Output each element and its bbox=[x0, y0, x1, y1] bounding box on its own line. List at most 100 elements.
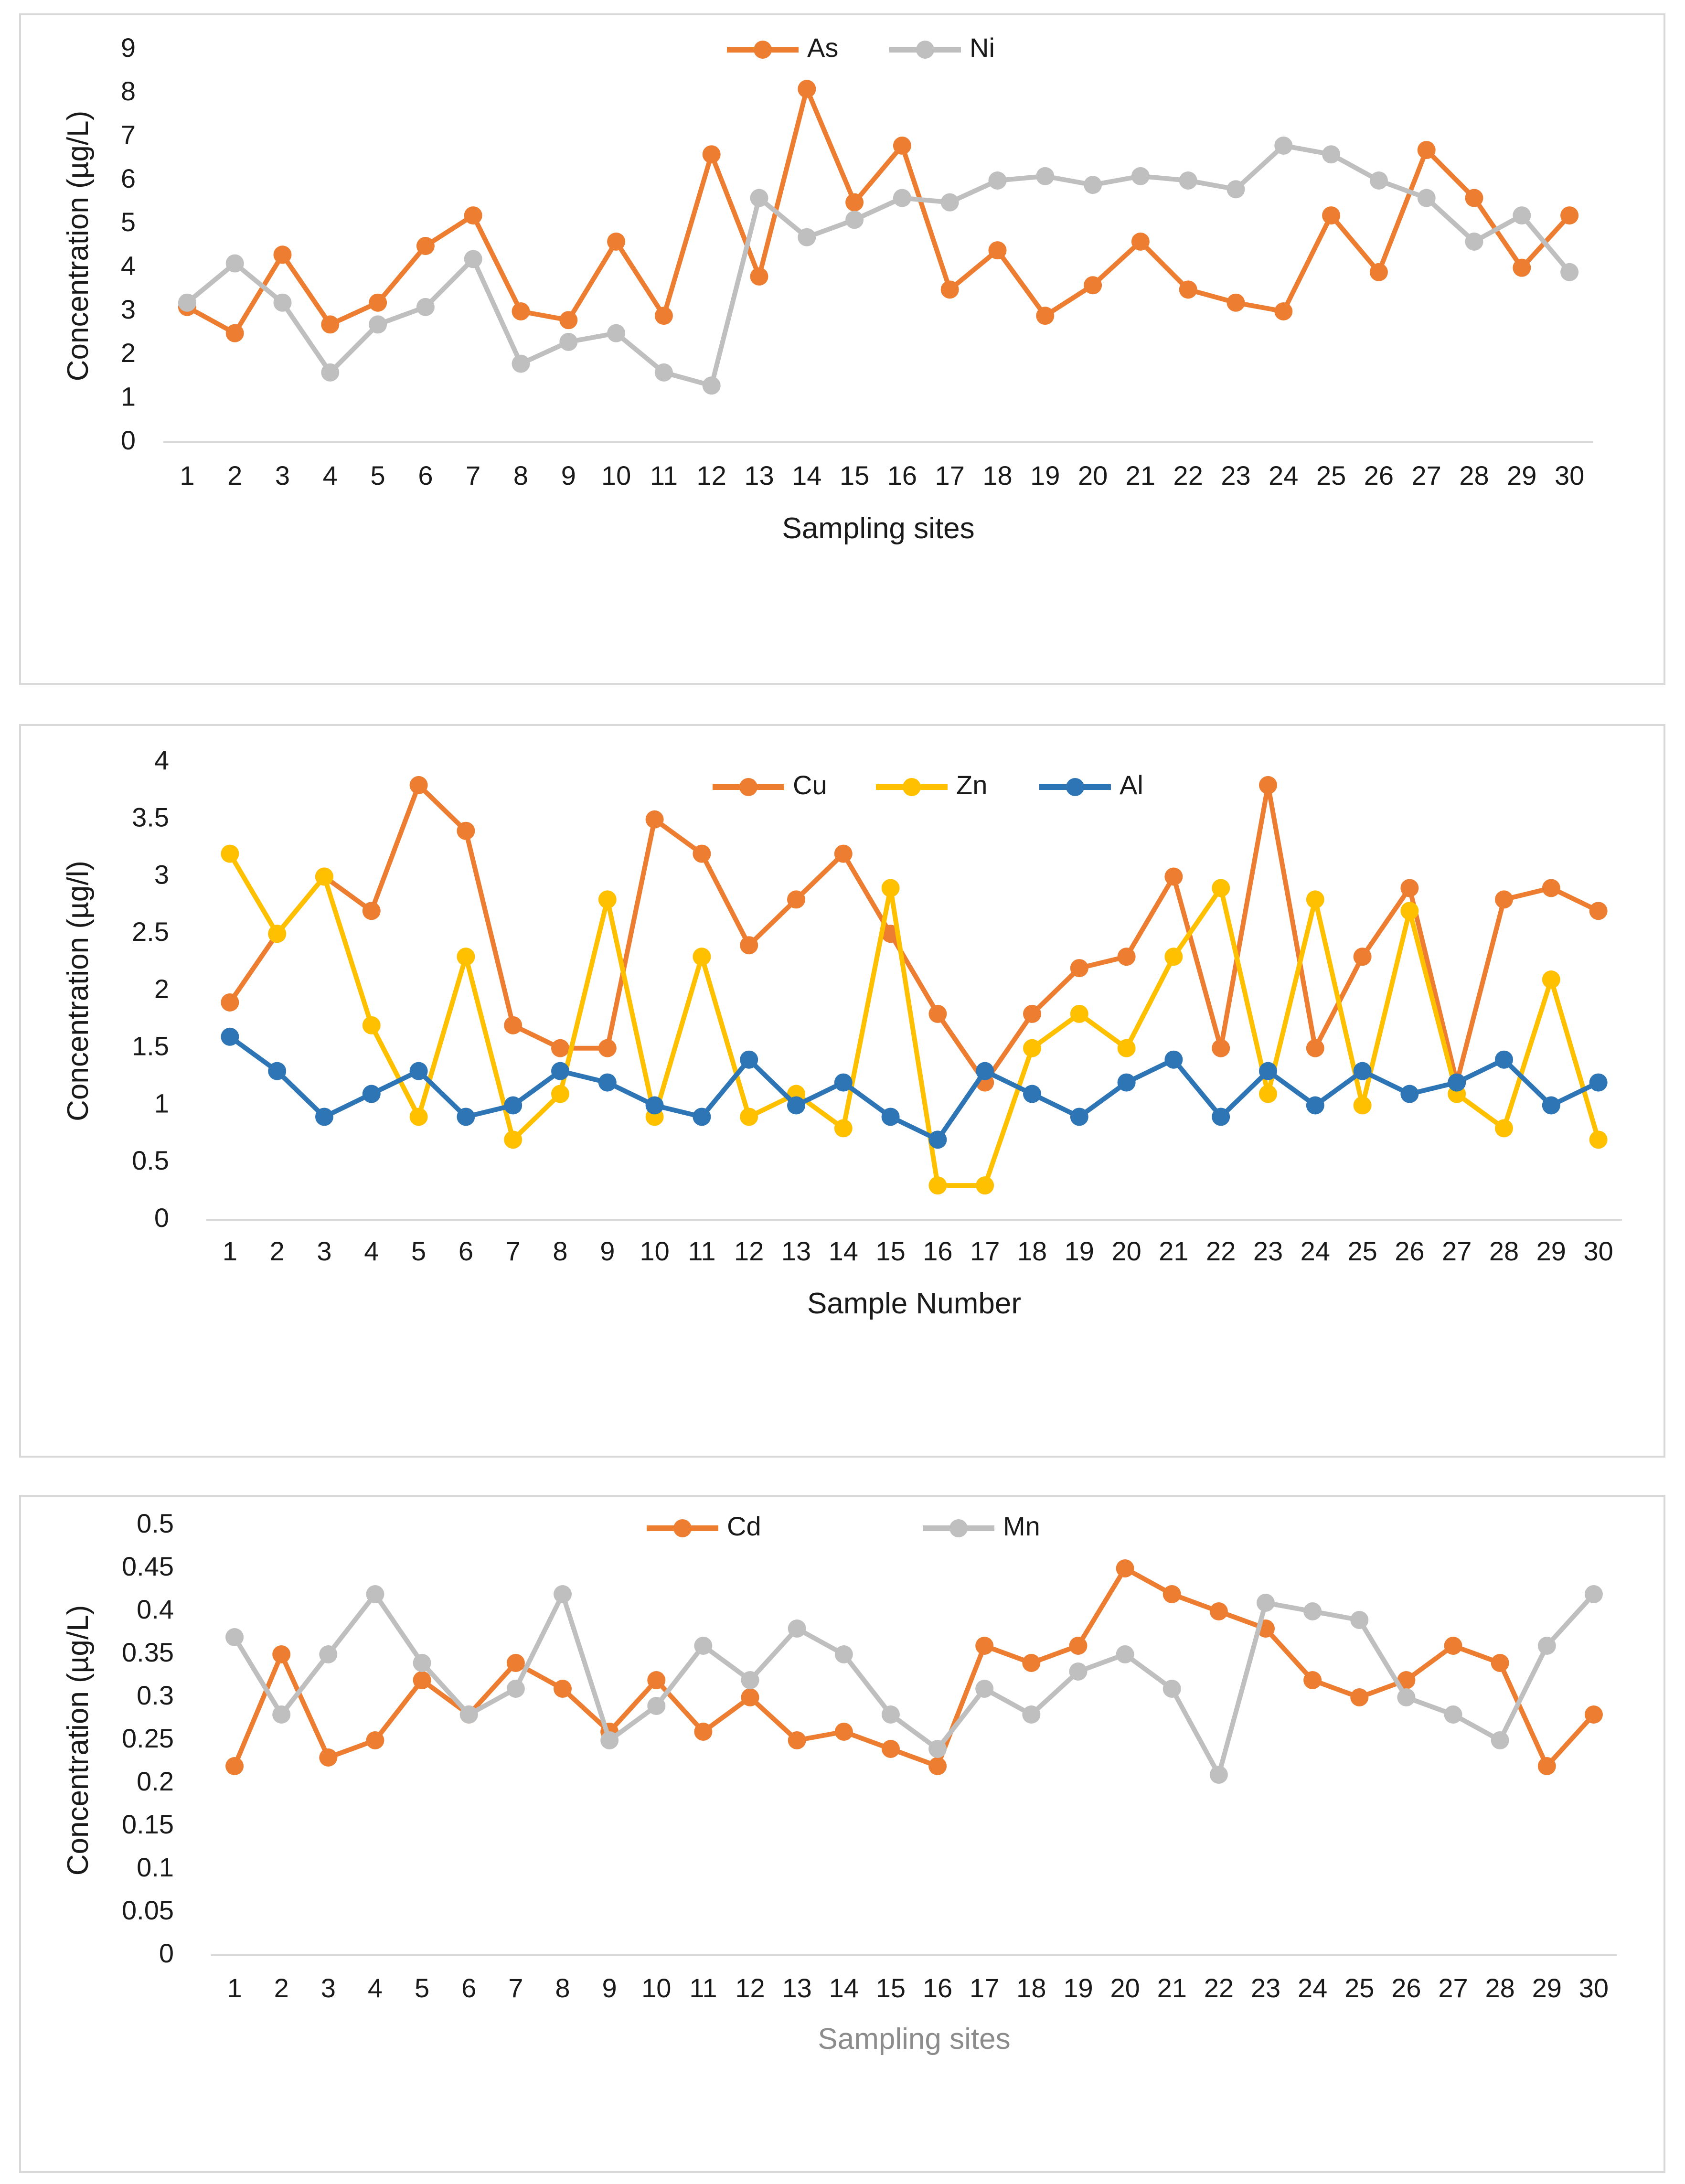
data-point-ni bbox=[654, 363, 673, 382]
legend-marker bbox=[1066, 778, 1084, 796]
data-point-zn bbox=[693, 948, 711, 966]
y-tick-label: 0.5 bbox=[137, 1508, 174, 1538]
y-tick-label: 0.3 bbox=[137, 1680, 174, 1710]
data-point-cd bbox=[694, 1723, 713, 1741]
data-point-cu bbox=[1212, 1039, 1230, 1057]
x-tick-label: 18 bbox=[1017, 1236, 1047, 1266]
data-point-al bbox=[598, 1073, 617, 1092]
y-tick-label: 0.1 bbox=[137, 1852, 174, 1882]
data-point-ni bbox=[702, 376, 721, 395]
x-tick-label: 22 bbox=[1173, 460, 1203, 490]
data-point-al bbox=[362, 1085, 381, 1103]
data-point-ni bbox=[273, 293, 292, 312]
x-tick-label: 10 bbox=[601, 460, 631, 490]
x-tick-label: 18 bbox=[982, 460, 1012, 490]
data-point-cu bbox=[1353, 948, 1372, 966]
x-tick-label: 25 bbox=[1347, 1236, 1377, 1266]
data-point-cd bbox=[647, 1671, 666, 1689]
y-tick-label: 1.5 bbox=[132, 1031, 169, 1061]
data-point-mn bbox=[928, 1740, 947, 1758]
y-tick-label: 0 bbox=[154, 1203, 169, 1233]
y-tick-label: 4 bbox=[121, 250, 136, 280]
data-point-cu bbox=[362, 902, 381, 920]
legend-marker bbox=[739, 778, 757, 796]
y-tick-label: 0.25 bbox=[122, 1723, 174, 1753]
x-tick-label: 19 bbox=[1065, 1236, 1094, 1266]
x-axis-title: Sampling sites bbox=[782, 512, 974, 545]
data-point-mn bbox=[1350, 1611, 1369, 1629]
data-point-cu bbox=[1070, 959, 1088, 978]
x-tick-label: 11 bbox=[688, 1236, 715, 1266]
y-tick-label: 4 bbox=[154, 745, 169, 775]
data-point-cd bbox=[1350, 1688, 1369, 1706]
data-point-al bbox=[1353, 1062, 1372, 1080]
y-tick-label: 7 bbox=[121, 119, 136, 149]
data-point-as bbox=[1274, 302, 1293, 320]
x-tick-label: 29 bbox=[1507, 460, 1536, 490]
data-point-mn bbox=[741, 1671, 759, 1689]
y-tick-label: 3.5 bbox=[132, 802, 169, 832]
data-point-cu bbox=[787, 890, 805, 909]
x-tick-label: 17 bbox=[935, 460, 965, 490]
data-point-cd bbox=[928, 1757, 947, 1775]
data-point-cd bbox=[366, 1731, 384, 1749]
legend-marker bbox=[916, 41, 934, 59]
x-tick-label: 30 bbox=[1583, 1236, 1613, 1266]
data-point-cu bbox=[1589, 902, 1608, 920]
data-point-zn bbox=[1212, 879, 1230, 897]
x-tick-label: 3 bbox=[321, 1973, 336, 2003]
series-cu bbox=[221, 776, 1608, 1092]
data-point-cd bbox=[741, 1688, 759, 1706]
x-tick-label: 27 bbox=[1442, 1236, 1472, 1266]
data-point-ni bbox=[1465, 232, 1483, 251]
data-point-mn bbox=[1491, 1731, 1509, 1749]
x-tick-label: 14 bbox=[829, 1236, 858, 1266]
y-tick-label: 3 bbox=[121, 294, 136, 324]
data-point-as bbox=[940, 280, 959, 299]
data-point-cd bbox=[975, 1637, 994, 1655]
x-tick-label: 8 bbox=[555, 1973, 570, 2003]
data-point-al bbox=[1495, 1050, 1513, 1069]
data-point-al bbox=[504, 1096, 523, 1115]
data-point-mn bbox=[788, 1619, 806, 1638]
data-point-cd bbox=[1162, 1585, 1181, 1603]
x-tick-label: 16 bbox=[923, 1236, 952, 1266]
data-point-as bbox=[321, 315, 340, 334]
data-point-ni bbox=[1226, 180, 1245, 199]
data-point-cd bbox=[1022, 1654, 1041, 1672]
x-tick-label: 30 bbox=[1555, 460, 1584, 490]
x-tick-label: 12 bbox=[734, 1236, 764, 1266]
data-point-ni bbox=[225, 254, 244, 273]
data-point-cd bbox=[225, 1757, 244, 1775]
data-point-ni bbox=[940, 193, 959, 212]
y-tick-label: 8 bbox=[121, 76, 136, 106]
data-point-cd bbox=[1397, 1671, 1416, 1689]
x-tick-label: 25 bbox=[1344, 1973, 1374, 2003]
data-point-zn bbox=[221, 844, 239, 863]
x-tick-label: 19 bbox=[1030, 460, 1060, 490]
data-point-cu bbox=[1259, 776, 1277, 794]
data-point-mn bbox=[272, 1705, 291, 1724]
legend-item-as: As bbox=[727, 32, 838, 63]
data-point-mn bbox=[225, 1628, 244, 1646]
data-point-as bbox=[1084, 276, 1102, 295]
legend-label: Zn bbox=[956, 770, 987, 800]
legend-label: Al bbox=[1120, 770, 1143, 800]
y-tick-label: 0.45 bbox=[122, 1551, 174, 1581]
data-point-zn bbox=[1353, 1096, 1372, 1115]
x-tick-label: 1 bbox=[223, 1236, 237, 1266]
data-point-zn bbox=[551, 1085, 569, 1103]
x-tick-label: 20 bbox=[1111, 1236, 1141, 1266]
data-point-ni bbox=[988, 171, 1007, 190]
x-tick-label: 25 bbox=[1316, 460, 1346, 490]
data-point-cu bbox=[1164, 867, 1183, 886]
data-point-cd bbox=[272, 1645, 291, 1663]
data-point-al bbox=[1306, 1096, 1324, 1115]
data-point-zn bbox=[928, 1176, 947, 1195]
x-tick-label: 2 bbox=[274, 1973, 289, 2003]
data-point-cu bbox=[740, 936, 758, 955]
x-tick-label: 23 bbox=[1251, 1973, 1280, 2003]
data-point-cd bbox=[1303, 1671, 1322, 1689]
data-point-as bbox=[1179, 280, 1197, 299]
data-point-as bbox=[845, 193, 864, 212]
